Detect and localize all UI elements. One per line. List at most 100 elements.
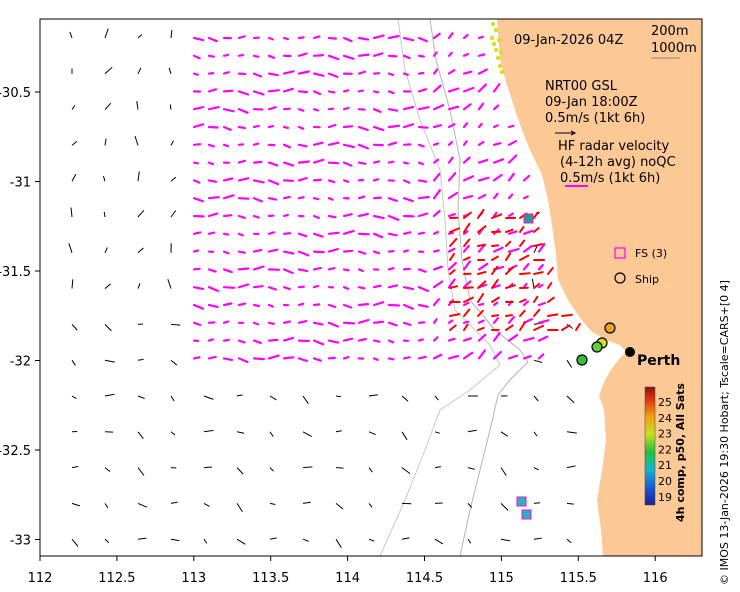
model-title: NRT00 GSL <box>545 79 618 94</box>
radar-arrow <box>252 339 262 344</box>
radar-arrow <box>462 301 470 307</box>
model-arrow <box>104 28 109 39</box>
radar-arrow <box>447 213 456 218</box>
radar-arrow <box>492 104 500 111</box>
radar-arrow <box>432 265 443 271</box>
model-arrow <box>533 502 541 504</box>
radar-arrow <box>312 214 320 220</box>
radar-arrow <box>237 267 250 271</box>
radar-arrow <box>207 338 214 342</box>
radar-arrow <box>387 197 398 202</box>
radar-arrow <box>342 179 350 183</box>
radar-arrow <box>237 283 250 289</box>
fs-station-marker[interactable] <box>516 496 527 507</box>
colorbar-tick-label: 21 <box>658 459 672 472</box>
model-arrow <box>533 359 543 363</box>
model-arrow <box>70 207 73 218</box>
model-arrow <box>68 243 73 253</box>
model-arrow <box>104 66 113 75</box>
radar-arrow <box>447 319 454 324</box>
radar-arrow <box>297 302 305 307</box>
radar-arrow <box>237 357 249 364</box>
model-arrow <box>500 467 507 476</box>
radar-arrow <box>327 54 340 61</box>
radar-arrow <box>282 195 291 200</box>
radar-arrow <box>342 229 355 235</box>
model-arrow <box>302 466 313 469</box>
radar-arrow <box>207 105 220 111</box>
radar-arrow <box>522 337 535 342</box>
radar-arrow <box>462 156 471 164</box>
model-arrow <box>269 467 274 472</box>
model-arrow <box>401 395 409 402</box>
radar-arrow <box>297 250 310 257</box>
radar-arrow <box>447 247 456 253</box>
radar-arrow <box>297 125 305 130</box>
radar-arrow <box>192 267 201 271</box>
radar-arrow <box>387 214 400 221</box>
radar-arrow <box>432 189 441 200</box>
radar-arrow <box>402 267 411 271</box>
radar-arrow <box>522 355 532 360</box>
radar-arrow <box>222 338 230 342</box>
radar-arrow <box>387 108 399 112</box>
radar-arrow <box>447 354 460 360</box>
fs-legend-label: FS (3) <box>635 247 667 260</box>
radar-arrow <box>252 265 265 271</box>
radar-arrow <box>297 108 305 112</box>
radar-arrow <box>522 262 530 271</box>
radar-arrow <box>432 84 442 93</box>
radar-red-arrow <box>477 280 487 289</box>
radar-arrow <box>417 338 424 342</box>
model-arrow <box>302 538 309 542</box>
model-arrow <box>104 359 115 363</box>
radar-arrow <box>477 176 490 182</box>
radar-red-arrow <box>491 255 499 261</box>
ship-marker[interactable] <box>591 341 603 353</box>
model-arrow <box>71 105 76 110</box>
radar-arrow <box>447 261 457 271</box>
radar-red-arrow <box>463 286 474 289</box>
radar-arrow <box>492 142 502 146</box>
radar-arrow <box>207 196 220 200</box>
model-arrow <box>335 467 344 469</box>
radar-arrow <box>387 250 395 253</box>
y-axis: -30.5 -31 -31.5 -32 -32.5 -33 <box>0 86 40 549</box>
radar-arrow <box>402 197 414 203</box>
y-tick-label: -32.5 <box>0 444 31 459</box>
model-arrow <box>467 467 476 470</box>
sst-dot <box>493 47 499 53</box>
radar-arrow <box>432 124 443 129</box>
model-arrow <box>136 101 139 110</box>
radar-arrow <box>327 161 340 165</box>
radar-arrow <box>417 231 426 235</box>
radar-arrow <box>252 90 265 96</box>
radar-arrow <box>192 143 202 146</box>
radar-arrow <box>372 108 382 114</box>
model-arrow <box>170 359 178 366</box>
x-tick-label: 114.5 <box>406 571 443 586</box>
radar-arrow <box>237 35 246 40</box>
radar-arrow <box>312 284 320 289</box>
radar-arrow <box>252 142 260 146</box>
ship-marker[interactable] <box>604 322 616 334</box>
radar-arrow <box>312 357 322 362</box>
radar-arrow <box>537 319 550 324</box>
fs-station-marker[interactable] <box>521 509 532 520</box>
model-arrow <box>170 431 176 436</box>
model-arrow <box>137 171 140 182</box>
radar-arrow <box>417 125 429 129</box>
ship-marker[interactable] <box>576 354 588 366</box>
radar-arrow <box>312 232 324 238</box>
radar-arrow <box>237 125 246 130</box>
radar-red-arrow <box>533 243 544 247</box>
sst-dot <box>490 21 496 27</box>
radar-arrow <box>252 357 265 361</box>
radar-red-arrow <box>561 324 571 331</box>
model-arrow <box>566 395 575 404</box>
fs-station-marker[interactable] <box>523 213 534 224</box>
radar-arrow <box>447 231 454 235</box>
model-arrow <box>335 430 342 433</box>
radar-arrow <box>477 102 485 111</box>
radar-arrow <box>267 303 274 308</box>
